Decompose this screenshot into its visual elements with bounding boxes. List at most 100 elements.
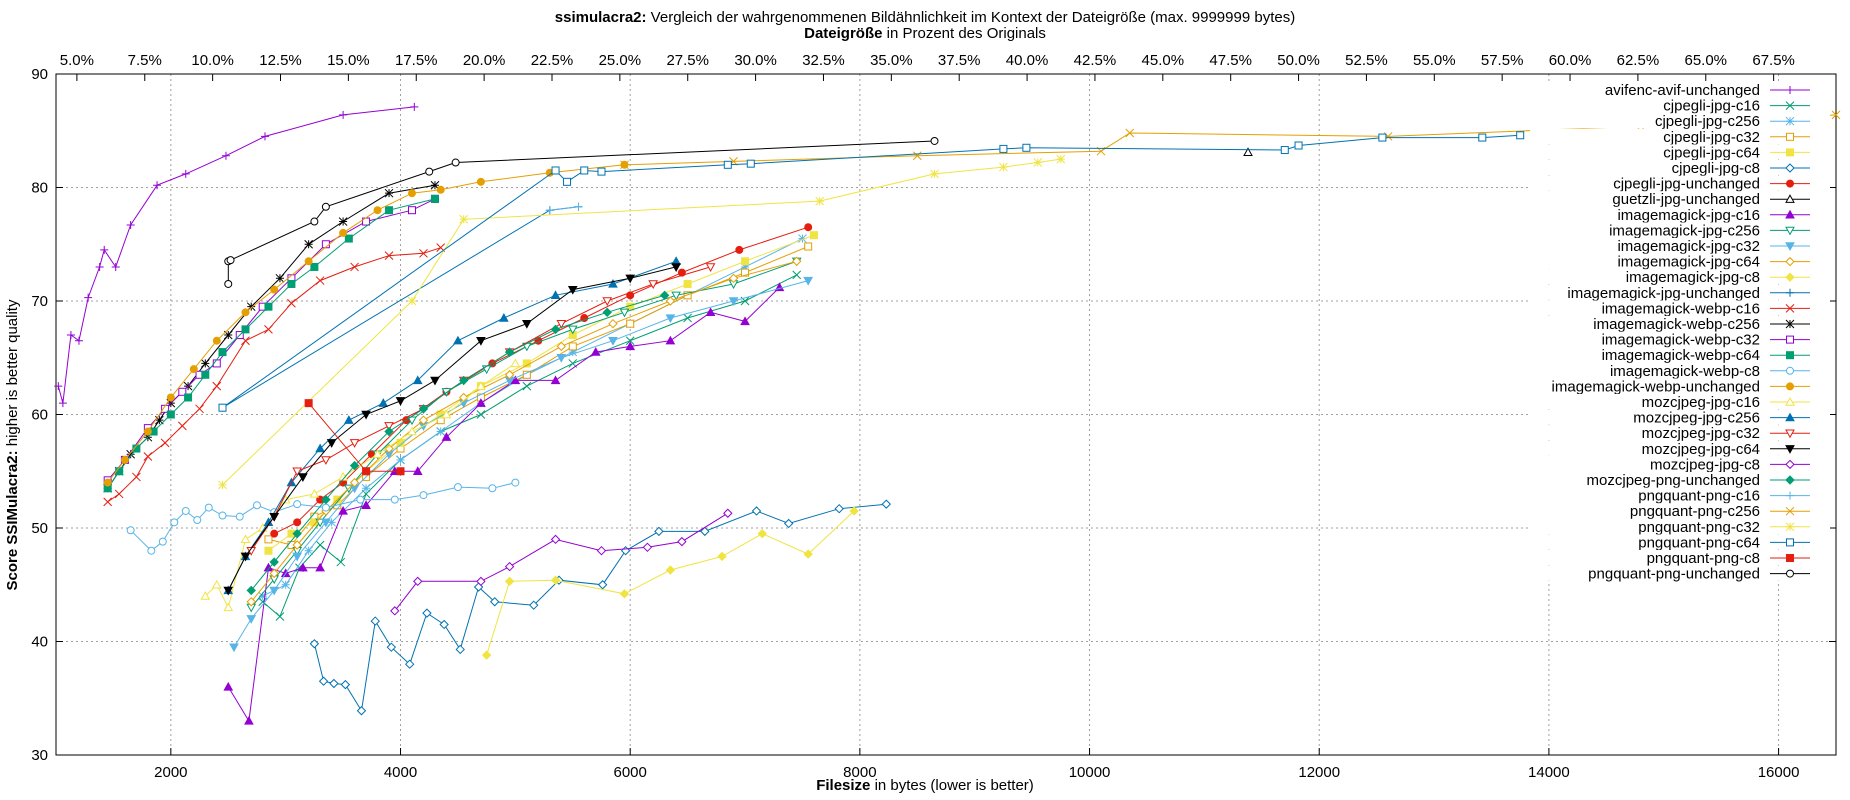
series-imagemagick-webp-c32 bbox=[103, 194, 439, 485]
data-point bbox=[671, 291, 681, 301]
series-line bbox=[250, 260, 797, 603]
legend-entry-bg bbox=[1530, 331, 1830, 347]
legend-marker bbox=[1786, 554, 1794, 562]
data-point bbox=[292, 540, 302, 550]
data-point bbox=[563, 177, 572, 186]
legend-marker bbox=[1785, 304, 1795, 313]
x-tick-label: 16000 bbox=[1758, 764, 1800, 781]
series-line bbox=[107, 164, 625, 483]
data-point bbox=[384, 422, 394, 431]
data-point bbox=[511, 478, 520, 487]
x2-tick-label: 10.0% bbox=[191, 52, 234, 69]
data-point bbox=[545, 206, 554, 215]
data-point bbox=[264, 302, 273, 311]
data-point bbox=[58, 399, 67, 408]
series-pngquant-png-c16 bbox=[545, 202, 583, 215]
legend-marker bbox=[1785, 429, 1795, 439]
data-point bbox=[287, 298, 296, 308]
legend-label: mozcjpeg-jpg-c64 bbox=[1642, 441, 1760, 458]
data-point bbox=[783, 518, 794, 529]
series-line bbox=[250, 294, 665, 591]
data-point bbox=[521, 320, 532, 329]
legend-entry-bg bbox=[1530, 191, 1830, 207]
data-point bbox=[757, 528, 767, 539]
data-point bbox=[126, 526, 135, 535]
data-point bbox=[430, 194, 439, 203]
data-point bbox=[1243, 147, 1253, 157]
series-mozcjpeg-png-unchanged bbox=[246, 290, 670, 596]
legend-marker bbox=[1786, 382, 1794, 391]
data-point bbox=[336, 557, 346, 567]
legend-entry: pngquant-png-unchanged bbox=[1530, 565, 1830, 583]
data-point bbox=[453, 483, 462, 492]
data-point bbox=[184, 393, 193, 402]
legend-marker bbox=[1786, 179, 1794, 188]
data-point bbox=[809, 231, 818, 240]
data-point bbox=[293, 500, 302, 509]
x-tick-label: 8000 bbox=[843, 764, 876, 781]
data-point bbox=[430, 180, 440, 190]
data-point bbox=[321, 503, 330, 512]
data-point bbox=[223, 330, 233, 340]
x-tick-label: 10000 bbox=[1069, 764, 1111, 781]
data-point bbox=[356, 706, 367, 716]
data-point bbox=[281, 580, 291, 590]
data-point bbox=[625, 341, 636, 351]
legend-entry-bg bbox=[1530, 378, 1830, 394]
data-point bbox=[74, 336, 83, 345]
legend-label: cjpegli-jpg-c16 bbox=[1663, 98, 1760, 115]
data-point bbox=[166, 393, 175, 402]
data-point bbox=[408, 189, 416, 198]
data-point bbox=[321, 518, 331, 528]
legend-marker bbox=[1785, 522, 1795, 532]
data-point bbox=[54, 382, 63, 391]
data-point bbox=[1831, 110, 1841, 120]
y-tick-label: 70 bbox=[31, 293, 48, 310]
x2-tick-label: 30.0% bbox=[734, 52, 777, 69]
series-cjpegli-jpg-c256 bbox=[258, 234, 807, 601]
series-mozcjpeg-jpg-c16 bbox=[200, 358, 521, 612]
series-line bbox=[222, 158, 1061, 486]
data-point bbox=[1280, 146, 1289, 155]
data-point bbox=[1378, 133, 1387, 142]
legend-entry: imagemagick-jpg-c16 bbox=[1530, 206, 1830, 224]
data-point bbox=[200, 359, 210, 368]
legend-entry-bg bbox=[1530, 347, 1830, 363]
data-point bbox=[193, 516, 202, 525]
legend-entry: imagemagick-webp-c16 bbox=[1530, 300, 1830, 317]
legend-entry: cjpegli-jpg-c16 bbox=[1530, 97, 1830, 115]
data-point bbox=[665, 335, 676, 345]
data-point bbox=[412, 466, 423, 475]
data-point bbox=[803, 549, 813, 559]
x2-tick-label: 50.0% bbox=[1277, 52, 1320, 69]
y-tick-label: 60 bbox=[31, 407, 48, 424]
legend-entry: mozcjpeg-jpg-c32 bbox=[1530, 425, 1830, 442]
data-point bbox=[390, 495, 399, 504]
data-point bbox=[103, 497, 113, 507]
data-point bbox=[221, 151, 230, 160]
data-point bbox=[218, 348, 227, 357]
series-line bbox=[227, 287, 780, 723]
legend-entry-bg bbox=[1530, 222, 1830, 238]
x2-tick-label: 65.0% bbox=[1684, 52, 1727, 69]
data-point bbox=[181, 506, 190, 515]
x2-tick-label: 60.0% bbox=[1549, 52, 1592, 69]
series-mozcjpeg-jpg-c8 bbox=[390, 508, 733, 616]
data-point bbox=[153, 181, 162, 190]
data-point bbox=[143, 427, 152, 436]
legend-entry-bg bbox=[1530, 300, 1830, 316]
legend-entry: mozcjpeg-png-unchanged bbox=[1530, 472, 1830, 489]
legend-label: avifenc-avif-unchanged bbox=[1605, 82, 1760, 99]
x2-tick-label: 32.5% bbox=[802, 52, 845, 69]
legend-marker bbox=[1785, 101, 1795, 110]
data-point bbox=[1056, 154, 1066, 164]
legend-marker bbox=[1786, 538, 1794, 547]
legend-entry-bg bbox=[1530, 362, 1830, 378]
data-point bbox=[310, 262, 319, 271]
data-point bbox=[66, 331, 75, 340]
y-tick-label: 30 bbox=[31, 747, 48, 764]
legend-label: imagemagick-webp-c256 bbox=[1593, 316, 1760, 333]
series-line bbox=[107, 247, 441, 503]
chart-subtitle: Dateigröße in Prozent des Originals bbox=[804, 25, 1046, 42]
data-point bbox=[315, 276, 325, 285]
